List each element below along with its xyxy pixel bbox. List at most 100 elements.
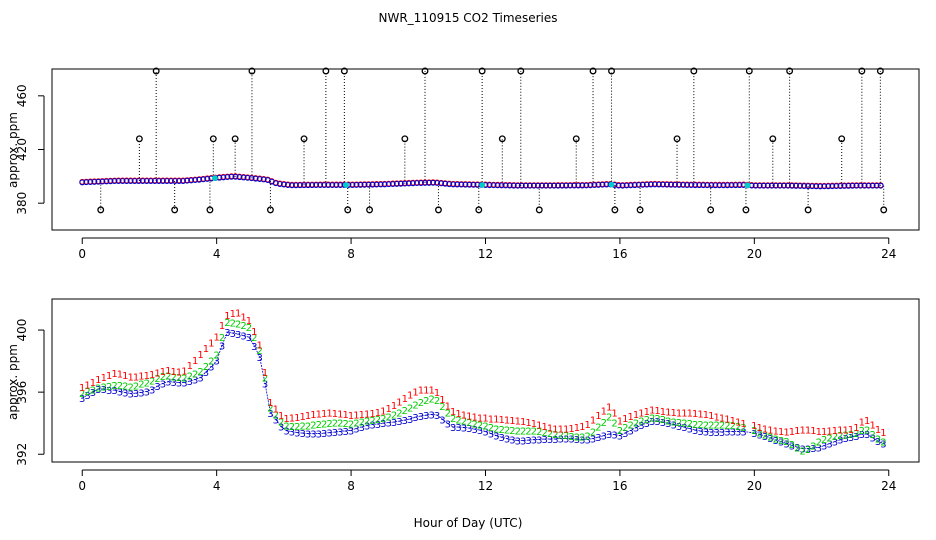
baseline-point-3: [514, 182, 521, 189]
x-tick-label: 8: [347, 247, 355, 261]
level-2-point: 2: [181, 373, 187, 384]
baseline-point-3: [768, 182, 775, 189]
baseline-point-3: [280, 181, 287, 188]
smooth-point: [608, 181, 615, 188]
baseline-point-3: [494, 182, 501, 189]
baseline-point-3: [643, 181, 650, 188]
level-1-point: 1: [536, 420, 542, 431]
baseline-point-3: [409, 180, 416, 187]
level-1-point: 1: [294, 413, 300, 424]
level-2-point: 2: [568, 432, 574, 443]
level-3-point: 3: [364, 422, 370, 433]
baseline-point-3: [131, 178, 138, 184]
top-panel: 0 4 8 12 16 20 24 380 420 460 approx. ppm: [6, 67, 920, 261]
baseline-point-3: [192, 177, 199, 184]
level-3-point: 3: [574, 435, 580, 446]
baseline-point-3: [865, 182, 872, 189]
level-2-point: 2: [246, 323, 252, 334]
level-2-point: 2: [213, 351, 219, 362]
spike-high-point: [608, 67, 615, 75]
level-1-point: 1: [117, 370, 123, 381]
level-3-point: 3: [869, 434, 875, 445]
level-3-point: 3: [230, 329, 236, 340]
level-2-point: 2: [332, 419, 338, 430]
x-tick-label: 8: [347, 479, 355, 493]
level-1-point: 1: [848, 425, 854, 436]
level-1-point: 1: [687, 408, 693, 419]
baseline-point-3: [256, 176, 263, 183]
level-3-point: 3: [197, 373, 203, 384]
level-3-point: 3: [708, 428, 714, 439]
level-2-point: 2: [176, 373, 182, 384]
level-2-point: 2: [482, 422, 488, 433]
level-2-point: 2: [574, 432, 580, 443]
baseline-point-3: [680, 182, 687, 188]
level-2-point: 2: [144, 378, 150, 389]
baseline-point-3: [317, 182, 324, 189]
baseline-point-3: [700, 182, 707, 189]
level-2-point: 2: [466, 418, 472, 429]
baseline-point-3: [163, 178, 170, 184]
level-3-point: 3: [676, 422, 682, 433]
x-tick-label: 24: [881, 479, 896, 493]
y-tick-label: 460: [15, 84, 29, 107]
spike-low-point: [266, 206, 274, 214]
baseline-point-3: [873, 182, 880, 189]
level-2-point: 2: [805, 445, 811, 456]
level-1-point: 1: [90, 378, 96, 389]
x-tick-label: 12: [478, 247, 493, 261]
level-3-point: 3: [369, 421, 375, 432]
level-1-point: 1: [757, 423, 763, 434]
level-3-point: 3: [154, 382, 160, 393]
baseline-point-3: [297, 182, 303, 189]
level-1-point: 1: [692, 409, 698, 420]
level-3-point: 3: [536, 435, 542, 446]
level-3-point: 3: [455, 423, 461, 434]
level-2-point: 2: [622, 423, 628, 434]
level-2-point: 2: [418, 398, 424, 409]
baseline-point-3: [688, 182, 695, 189]
level-3-point: 3: [504, 435, 510, 446]
baseline-point-3: [664, 181, 670, 188]
spike-low-point: [206, 206, 214, 214]
level-2-point: 2: [321, 419, 327, 430]
level-3-point: 3: [633, 424, 639, 435]
level-2-point: 2: [369, 416, 375, 427]
level-2-point: 2: [864, 426, 870, 437]
baseline-point-3: [200, 176, 207, 183]
level-1-point: 1: [826, 426, 832, 437]
baseline-point-3: [288, 182, 295, 189]
level-1-point: 1: [574, 423, 580, 434]
spike-high-point: [769, 135, 777, 143]
level-1-point: 1: [316, 409, 322, 420]
level-3-point: 3: [213, 357, 219, 368]
level-1-point: 1: [300, 412, 306, 423]
level-3-point: 3: [181, 379, 187, 390]
level-2-point: 2: [353, 418, 359, 429]
baseline-point-3: [555, 182, 562, 189]
level-1-point: 1: [262, 368, 268, 379]
level-1-point: 1: [509, 416, 515, 427]
level-1-point: 1: [837, 426, 843, 437]
level-1-point: 1: [880, 428, 886, 439]
level-2-point: 2: [692, 420, 698, 431]
level-1-point: 1: [369, 409, 375, 420]
spike-low-point: [804, 206, 812, 214]
level-3-point: 3: [843, 434, 849, 445]
level-1-point: 1: [644, 407, 650, 418]
level-1-point: 1: [144, 371, 150, 382]
level-2-point: 2: [95, 383, 101, 394]
level-1-point: 1: [407, 391, 413, 402]
baseline-point-3: [776, 182, 783, 189]
baseline-point-3: [450, 181, 457, 188]
baseline-point-3: [333, 182, 340, 189]
level-3-point: 3: [461, 423, 467, 434]
baseline-point-3: [595, 181, 602, 188]
level-2-point: 2: [224, 318, 230, 329]
baseline-point-3: [99, 178, 106, 185]
baseline-point-3: [401, 180, 408, 187]
level-3-point: 3: [531, 436, 537, 447]
level-1-point: 1: [579, 422, 585, 433]
baseline-point-3: [309, 182, 316, 189]
level-1-point: 1: [816, 427, 822, 438]
